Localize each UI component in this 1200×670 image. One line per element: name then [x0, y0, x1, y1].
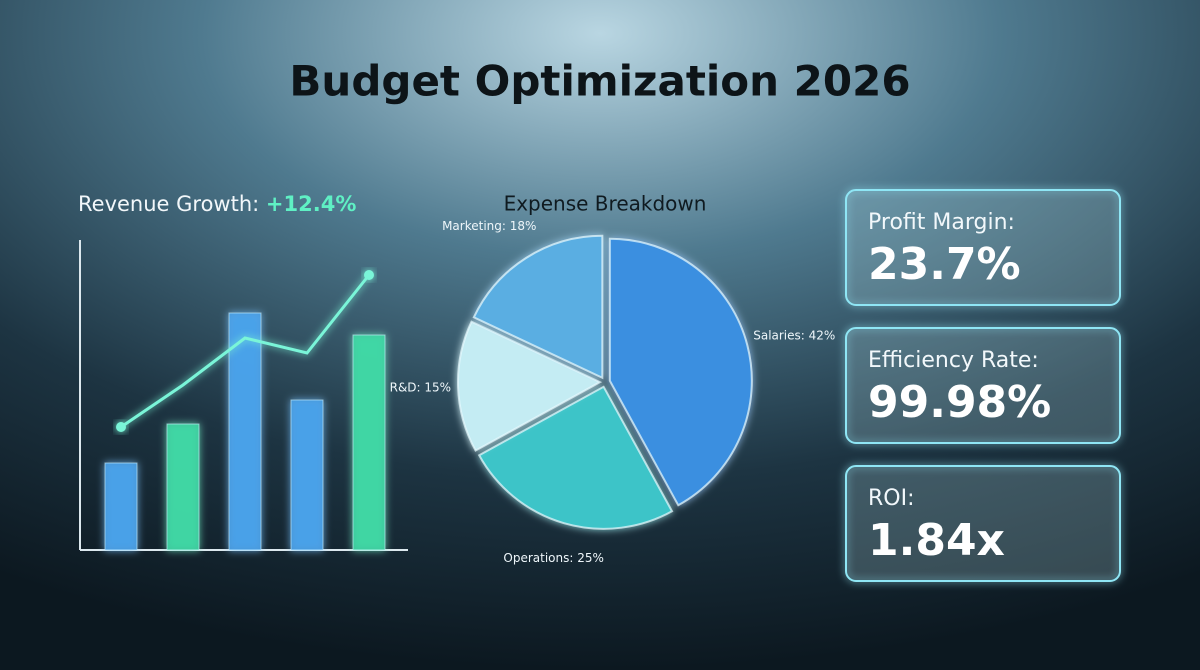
chart-title-value: +12.4% — [266, 192, 356, 216]
pie-slice — [457, 320, 603, 452]
trend-point — [116, 422, 126, 432]
chart-title: Revenue Growth: +12.4% — [78, 192, 356, 216]
page-title: Budget Optimization 2026 — [289, 57, 910, 106]
kpi-label: ROI: — [868, 486, 915, 511]
kpi-label: Profit Margin: — [868, 210, 1015, 235]
bar — [166, 423, 200, 551]
chart-title: Expense Breakdown — [504, 192, 707, 216]
bar — [104, 462, 138, 551]
kpi-card — [845, 327, 1121, 444]
bar — [290, 399, 324, 551]
pie-slice — [608, 237, 753, 507]
kpi-value: 23.7% — [868, 239, 1021, 290]
kpi-value: 1.84x — [868, 515, 1005, 566]
trend-point — [364, 270, 374, 280]
pie-slice — [472, 234, 604, 380]
pie-label: Salaries: 42% — [753, 329, 835, 343]
kpi-card — [845, 189, 1121, 306]
kpi-value: 99.98% — [868, 377, 1051, 428]
pie-slice — [477, 385, 674, 530]
pie-label: Marketing: 18% — [442, 219, 536, 233]
kpi-label: Efficiency Rate: — [868, 348, 1039, 373]
bar — [352, 334, 386, 551]
chart-title-label: Revenue Growth: — [78, 192, 259, 216]
pie-label: Operations: 25% — [503, 551, 604, 565]
kpi-card — [845, 465, 1121, 582]
bar — [228, 312, 262, 551]
pie-label: R&D: 15% — [390, 380, 451, 394]
trend-line — [120, 274, 371, 429]
